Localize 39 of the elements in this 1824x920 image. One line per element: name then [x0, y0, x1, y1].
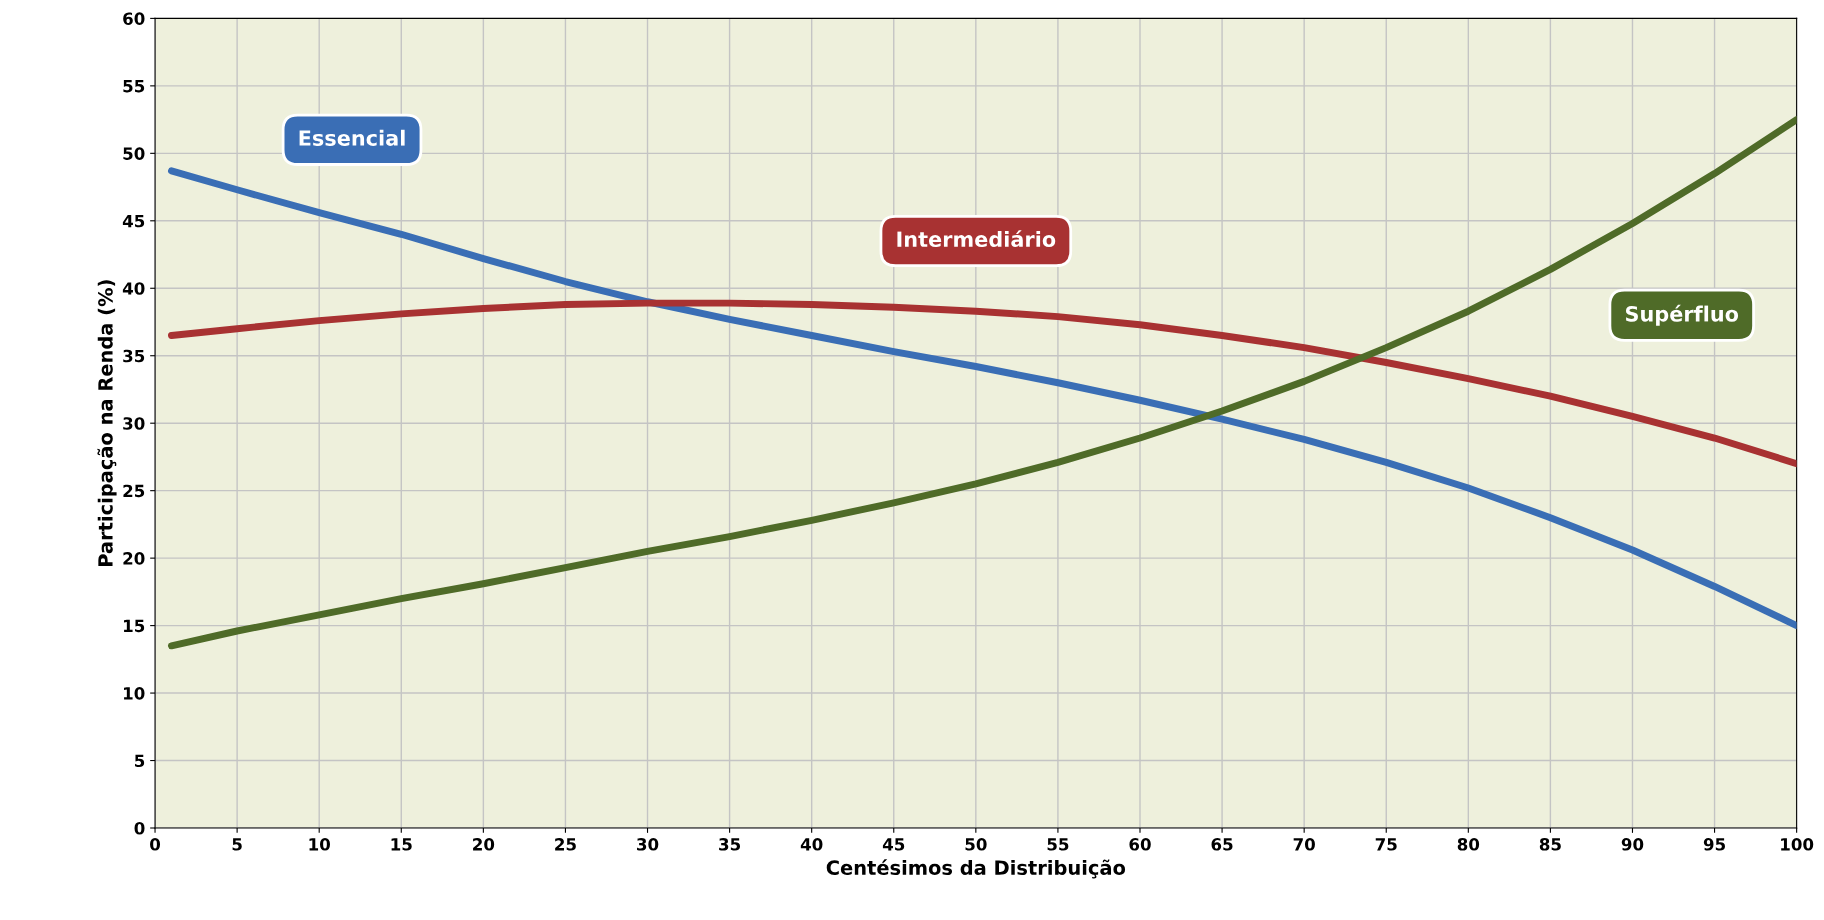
- text: Intermediário: [897, 230, 1056, 248]
- text: Essencial: [299, 129, 405, 146]
- x-tick-label: 50: [965, 838, 987, 851]
- x-tick-label: 20: [473, 838, 495, 851]
- text: Supérfluo: [1625, 304, 1739, 326]
- x-tick-label: 0: [150, 838, 161, 851]
- x-tick-label: 95: [1703, 838, 1725, 851]
- x-tick-label: 30: [637, 838, 659, 851]
- x-tick-label: 40: [800, 838, 823, 851]
- x-tick-label: 75: [1375, 838, 1397, 851]
- x-tick-label: 25: [555, 838, 576, 851]
- x-tick-label: 85: [1539, 838, 1561, 851]
- y-tick-label: 45: [122, 214, 145, 228]
- y-tick-label: 35: [123, 349, 145, 363]
- y-tick-label: 20: [123, 552, 145, 565]
- x-tick-label: 55: [1047, 838, 1069, 851]
- y-tick-label: 10: [124, 687, 145, 700]
- x-tick-label: 100: [1781, 838, 1814, 851]
- y-tick-label: 30: [123, 417, 145, 430]
- x-tick-label: 10: [309, 838, 330, 851]
- y-tick-label: 60: [123, 12, 145, 25]
- x-tick-label: 45: [882, 838, 905, 851]
- y-axis-title: Participação na Renda (%): [97, 280, 117, 567]
- y-tick-label: 50: [123, 147, 145, 160]
- x-tick-label: 70: [1293, 838, 1315, 851]
- y-tick-label: 40: [122, 282, 145, 295]
- x-tick-label: 5: [232, 838, 242, 851]
- y-tick-label: 0: [134, 821, 145, 835]
- y-tick-label: 5: [135, 754, 145, 768]
- y-tick-label: 55: [123, 80, 145, 93]
- x-tick-label: 15: [391, 838, 412, 851]
- x-axis-title: Centésimos da Distribuição: [826, 859, 1126, 879]
- x-tick-label: 80: [1457, 838, 1480, 851]
- x-tick-label: 90: [1621, 838, 1644, 851]
- x-tick-label: 60: [1129, 838, 1151, 851]
- x-tick-label: 65: [1211, 838, 1233, 851]
- x-tick-label: 35: [719, 838, 741, 851]
- y-tick-label: 25: [123, 484, 145, 498]
- y-tick-label: 15: [124, 619, 145, 633]
